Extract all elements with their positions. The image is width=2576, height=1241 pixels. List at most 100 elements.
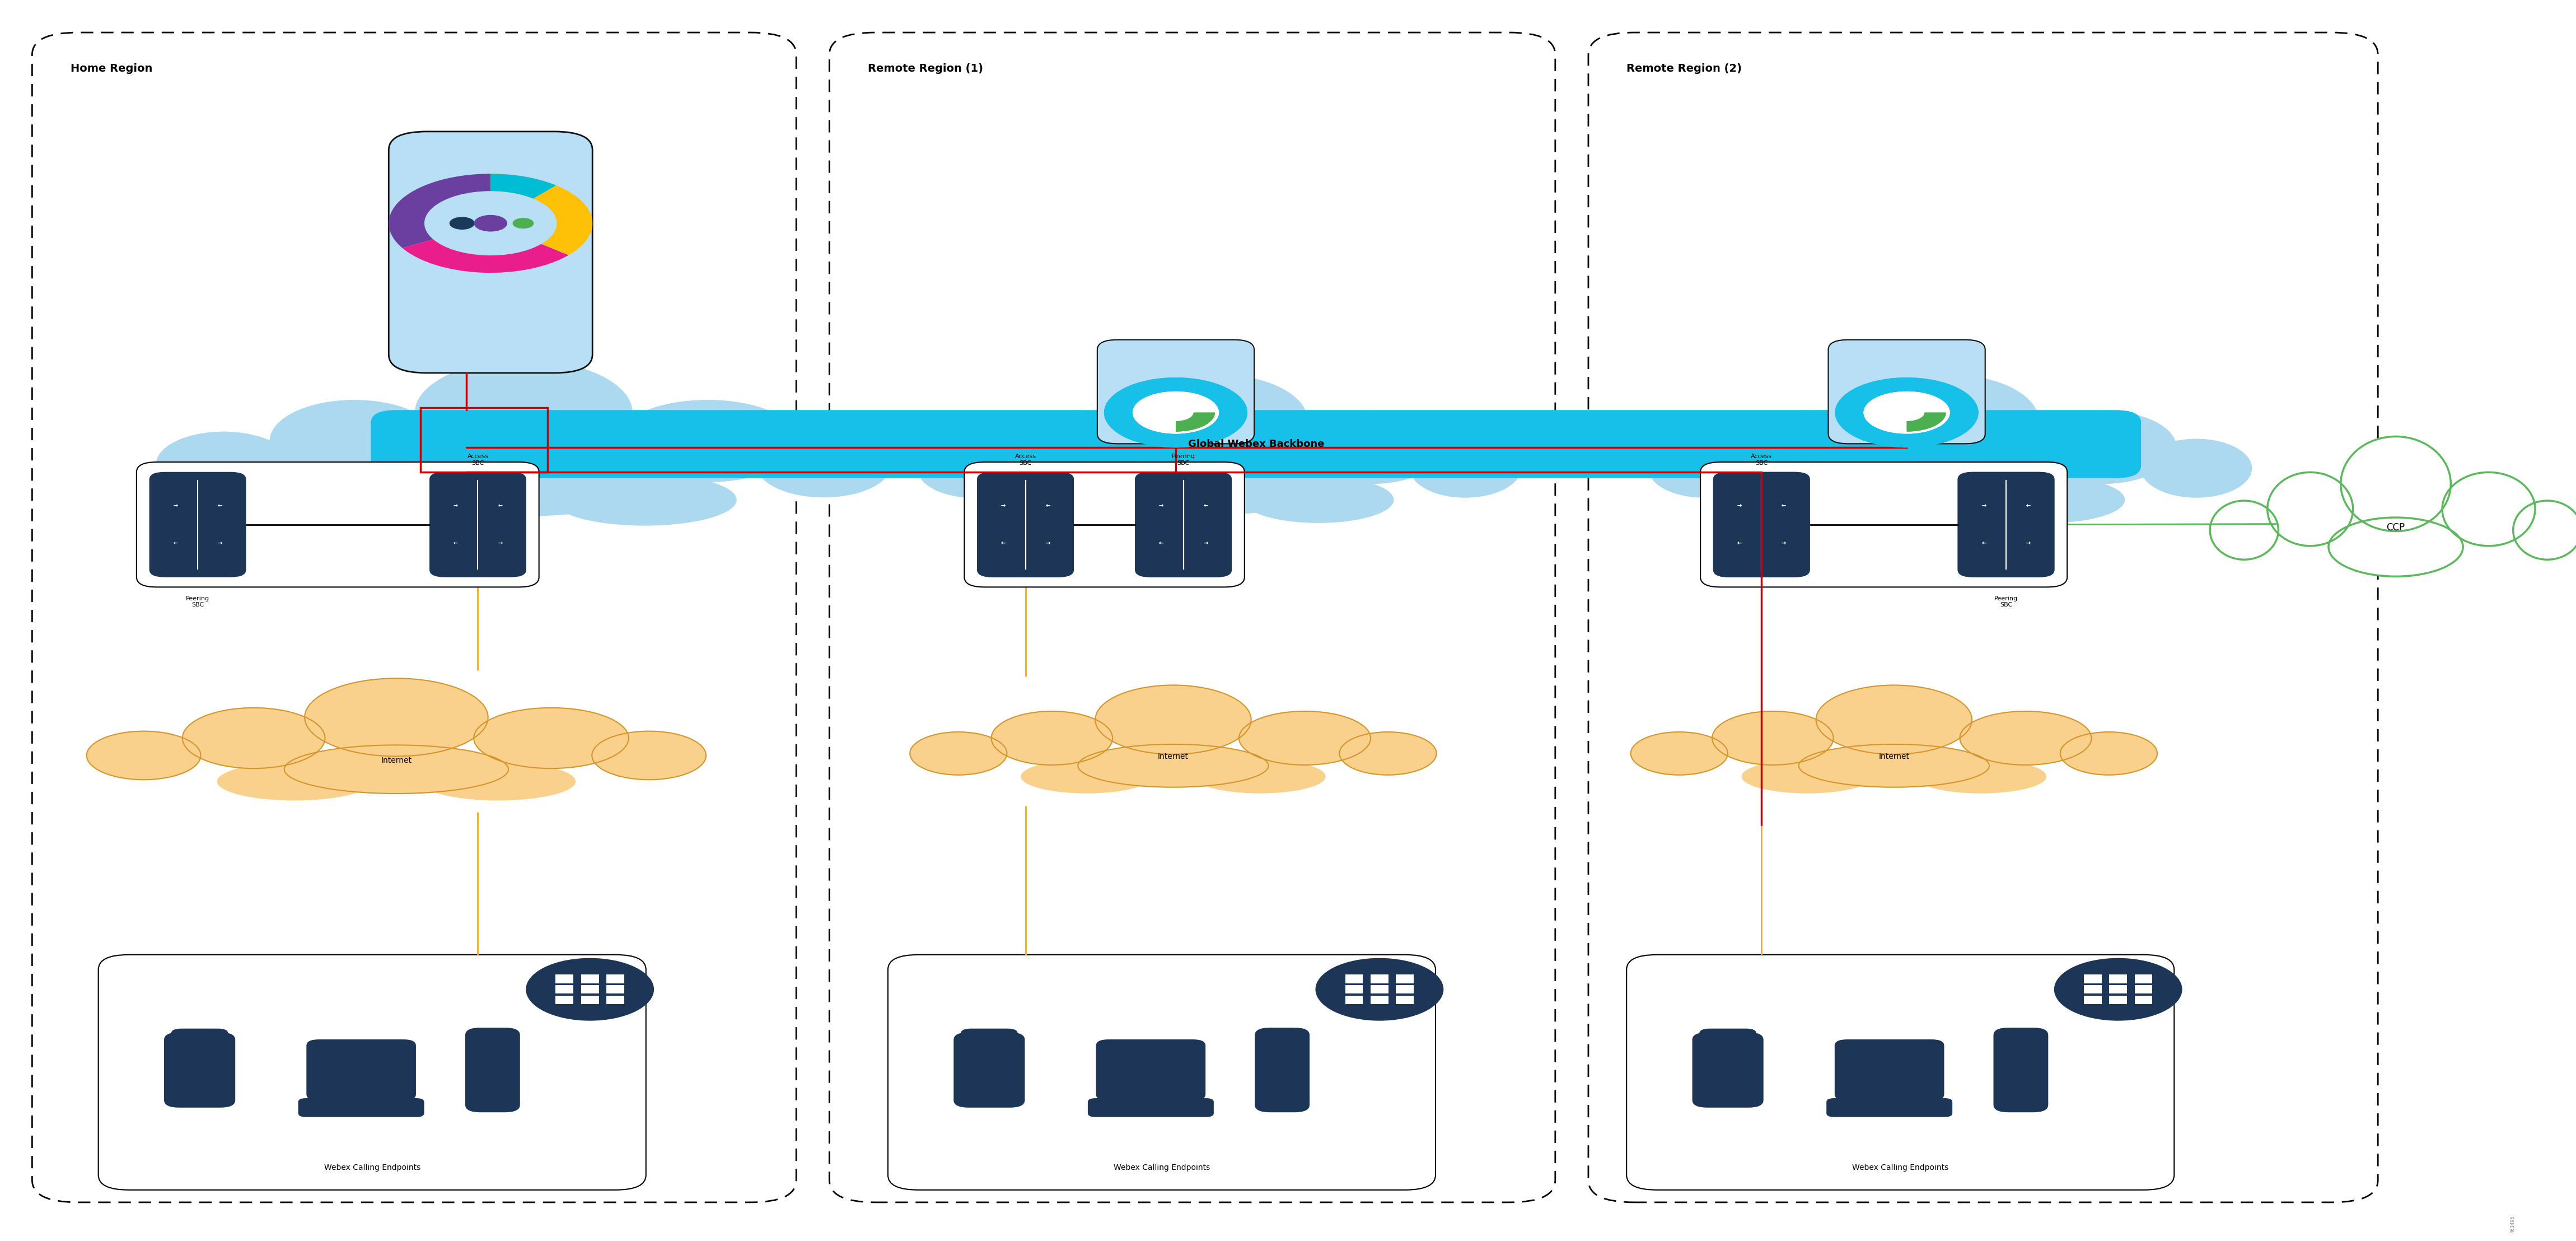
FancyBboxPatch shape — [556, 985, 574, 994]
Text: Remote Region (1): Remote Region (1) — [868, 63, 984, 74]
FancyBboxPatch shape — [2136, 974, 2154, 983]
Text: ←: ← — [1203, 503, 1208, 509]
Ellipse shape — [1860, 375, 2040, 469]
FancyBboxPatch shape — [466, 1028, 520, 1112]
FancyBboxPatch shape — [605, 995, 623, 1004]
Ellipse shape — [2329, 517, 2463, 576]
FancyBboxPatch shape — [1700, 462, 2066, 587]
Circle shape — [2056, 958, 2182, 1020]
FancyBboxPatch shape — [582, 995, 598, 1004]
Ellipse shape — [992, 711, 1113, 764]
Ellipse shape — [270, 400, 438, 483]
Ellipse shape — [2342, 437, 2450, 531]
Circle shape — [1865, 392, 1950, 433]
Ellipse shape — [157, 432, 291, 498]
Text: Peering
SBC: Peering SBC — [185, 596, 209, 608]
FancyBboxPatch shape — [1370, 995, 1388, 1004]
FancyBboxPatch shape — [1834, 1040, 1945, 1101]
FancyBboxPatch shape — [1994, 1028, 2048, 1112]
Text: ←: ← — [1159, 541, 1164, 546]
FancyBboxPatch shape — [1700, 1029, 1757, 1051]
Text: Webex Calling Endpoints: Webex Calling Endpoints — [1113, 1164, 1211, 1172]
Ellipse shape — [1077, 745, 1267, 787]
Text: ←: ← — [1002, 541, 1005, 546]
FancyBboxPatch shape — [556, 974, 574, 983]
Ellipse shape — [183, 707, 325, 768]
FancyBboxPatch shape — [2084, 974, 2102, 983]
Text: Peering
SBC: Peering SBC — [1172, 454, 1195, 465]
Text: Global Webex Backbone: Global Webex Backbone — [1188, 439, 1324, 449]
Ellipse shape — [1973, 477, 2125, 522]
Text: →: → — [173, 503, 178, 509]
Ellipse shape — [216, 762, 371, 800]
FancyBboxPatch shape — [1958, 472, 2056, 577]
Circle shape — [1105, 377, 1247, 447]
Text: ←: ← — [1046, 503, 1051, 509]
Ellipse shape — [2025, 411, 2177, 484]
Text: →: → — [1783, 541, 1785, 546]
Ellipse shape — [283, 745, 507, 793]
FancyBboxPatch shape — [2110, 995, 2128, 1004]
Text: →: → — [216, 541, 222, 546]
Ellipse shape — [755, 432, 891, 498]
FancyBboxPatch shape — [1958, 472, 2056, 577]
Text: ←: ← — [216, 503, 222, 509]
Circle shape — [451, 217, 474, 230]
Ellipse shape — [1960, 711, 2092, 764]
Ellipse shape — [1239, 711, 1370, 764]
Ellipse shape — [2442, 473, 2535, 546]
Ellipse shape — [2411, 539, 2504, 585]
Text: →: → — [1203, 541, 1208, 546]
Ellipse shape — [616, 400, 799, 483]
Text: ←: ← — [1981, 541, 1986, 546]
FancyBboxPatch shape — [2084, 985, 2102, 994]
Ellipse shape — [1842, 455, 2058, 515]
Text: ←: ← — [1159, 541, 1164, 546]
Ellipse shape — [1193, 759, 1327, 793]
Text: Internet: Internet — [381, 757, 412, 764]
Ellipse shape — [304, 679, 487, 756]
FancyBboxPatch shape — [1345, 995, 1363, 1004]
Wedge shape — [1906, 412, 1945, 432]
Ellipse shape — [2287, 539, 2380, 585]
Text: ←: ← — [1981, 541, 1986, 546]
FancyBboxPatch shape — [98, 954, 647, 1190]
Ellipse shape — [1131, 375, 1309, 469]
FancyBboxPatch shape — [389, 132, 592, 374]
Text: →: → — [2027, 541, 2030, 546]
Wedge shape — [489, 174, 556, 199]
Text: ←: ← — [453, 541, 459, 546]
FancyBboxPatch shape — [430, 472, 526, 577]
Text: →: → — [1981, 503, 1986, 509]
Text: ←: ← — [1783, 503, 1785, 509]
FancyBboxPatch shape — [2136, 995, 2154, 1004]
Wedge shape — [402, 240, 569, 273]
Ellipse shape — [1340, 732, 1437, 774]
Text: Peering
SBC: Peering SBC — [1994, 596, 2017, 608]
Text: →: → — [1046, 541, 1051, 546]
Text: ←: ← — [1046, 503, 1051, 509]
Text: →: → — [1736, 503, 1741, 509]
Circle shape — [1316, 958, 1443, 1020]
FancyBboxPatch shape — [2110, 985, 2128, 994]
Ellipse shape — [2141, 439, 2251, 498]
FancyBboxPatch shape — [1396, 995, 1414, 1004]
FancyBboxPatch shape — [1692, 1033, 1765, 1108]
Text: →: → — [2027, 541, 2030, 546]
Text: →: → — [453, 503, 459, 509]
FancyBboxPatch shape — [963, 462, 1244, 587]
Circle shape — [1105, 377, 1247, 447]
Ellipse shape — [2210, 500, 2277, 560]
Circle shape — [1837, 377, 1978, 447]
FancyBboxPatch shape — [556, 995, 574, 1004]
Text: →: → — [497, 541, 502, 546]
Ellipse shape — [1095, 685, 1252, 755]
FancyBboxPatch shape — [1396, 985, 1414, 994]
Text: →: → — [1981, 503, 1986, 509]
Circle shape — [513, 218, 533, 228]
Text: Remote Region (2): Remote Region (2) — [1625, 63, 1741, 74]
FancyBboxPatch shape — [1345, 985, 1363, 994]
FancyBboxPatch shape — [1255, 1028, 1309, 1112]
Ellipse shape — [1798, 745, 1989, 787]
Text: Internet: Internet — [1157, 753, 1188, 761]
